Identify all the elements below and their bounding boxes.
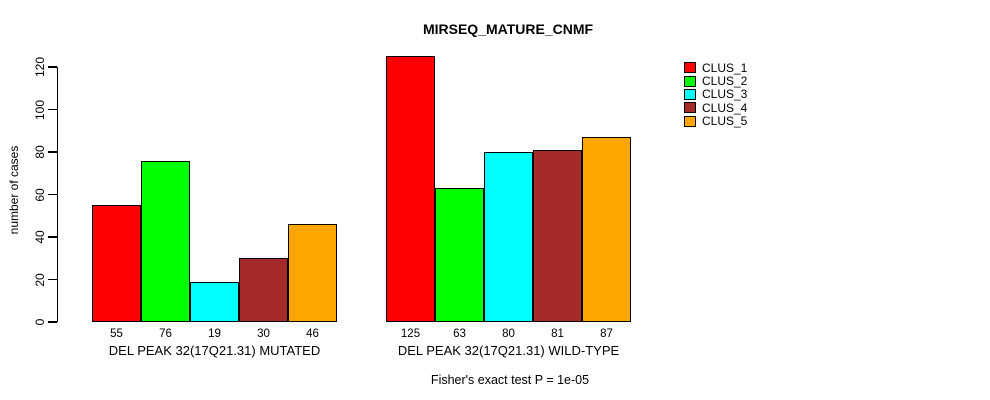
y-axis-tick [47,66,57,68]
group-label-wildtype: DEL PEAK 32(17Q21.31) WILD-TYPE [397,343,620,358]
bar-clus_5-group1 [288,224,337,322]
legend-label: CLUS_4 [702,100,748,115]
legend-item-clus_4: CLUS_4 [684,100,748,115]
y-axis-label: number of cases [7,145,21,235]
y-axis-line [56,67,58,322]
bar-clus_1-group2 [386,56,435,322]
y-axis-tick-label: 80 [33,145,47,159]
y-axis-tick [47,151,57,153]
y-axis-tick-label: 40 [33,230,47,244]
bar-value-label: 80 [502,328,515,340]
bar-clus_3-group2 [484,152,533,322]
bar-clus_3-group1 [190,281,239,322]
bar-value-label: 30 [257,328,270,340]
legend-swatch-icon [684,75,696,87]
legend-item-clus_1: CLUS_1 [684,60,748,75]
bar-clus_2-group2 [435,188,484,322]
y-axis-tick-label: 100 [33,99,47,120]
legend-swatch-icon [684,62,696,74]
bar-clus_5-group2 [582,137,631,322]
bar-value-label: 76 [159,328,172,340]
group-label-mutated: DEL PEAK 32(17Q21.31) MUTATED [108,343,321,358]
legend-label: CLUS_3 [702,87,748,102]
bar-value-label: 55 [110,328,123,340]
y-axis-tick [47,108,57,111]
y-axis-tick [47,193,57,196]
legend-label: CLUS_5 [702,114,748,129]
chart-title: MIRSEQ_MATURE_CNMF [422,21,594,37]
legend-label: CLUS_2 [702,74,748,89]
footnote: Fisher's exact test P = 1e-05 [430,373,590,387]
legend-swatch-icon [684,102,696,114]
bar-value-label: 19 [208,328,221,340]
y-axis-tick [47,278,57,281]
bar-value-label: 63 [453,328,466,340]
legend-swatch-icon [684,88,696,100]
legend-item-clus_2: CLUS_2 [684,74,748,89]
y-axis-tick-label: 60 [33,187,47,202]
legend: CLUS_1 CLUS_2 CLUS_3 CLUS_4 CLUS_5 [684,61,747,128]
y-axis-tick-label: 0 [33,318,47,326]
legend-item-clus_5: CLUS_5 [684,114,748,129]
bar-clus_2-group1 [141,160,190,322]
bar-clus_1-group1 [92,205,141,322]
bar-value-label: 46 [306,328,319,340]
y-axis-tick [47,236,57,238]
bar-clus_4-group2 [533,149,582,322]
legend-item-clus_3: CLUS_3 [684,87,748,102]
bar-value-label: 87 [600,328,613,340]
bar-value-label: 81 [551,328,564,340]
legend-swatch-icon [684,115,696,127]
legend-label: CLUS_1 [702,60,748,75]
y-axis-tick-label: 120 [33,56,47,78]
bar-clus_4-group1 [239,258,288,322]
bar-value-label: 125 [400,328,421,340]
y-axis-tick [47,321,57,323]
y-axis-tick-label: 20 [33,272,47,287]
